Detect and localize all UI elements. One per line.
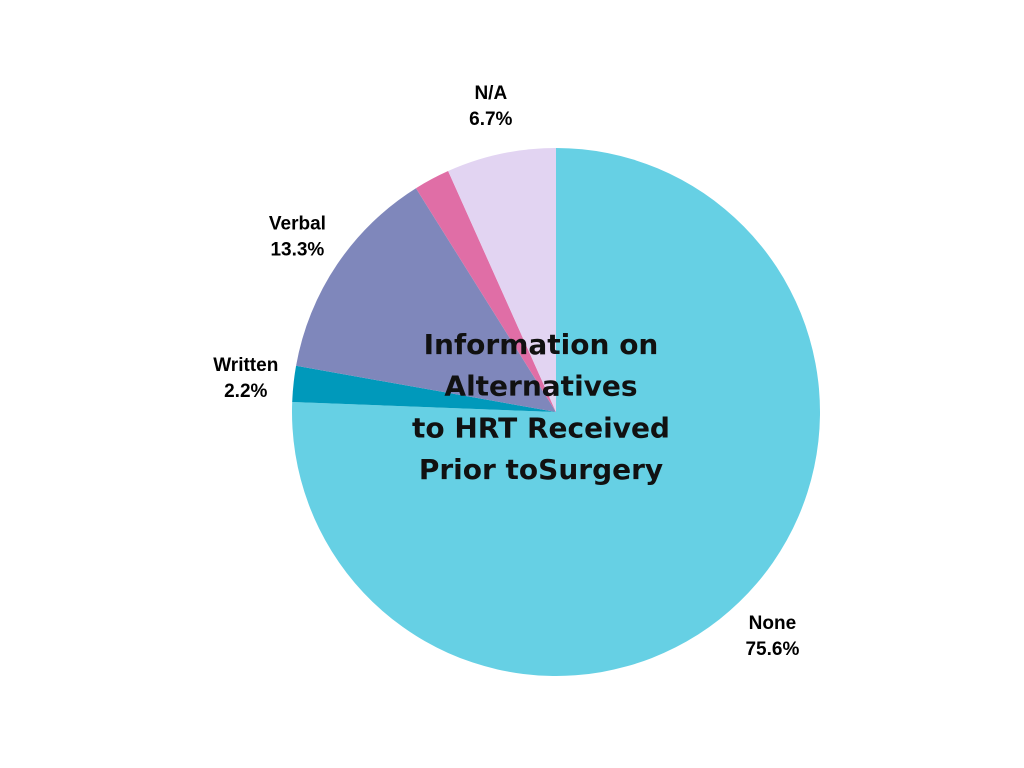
slice-label: Verbal	[269, 213, 326, 234]
pie-slice	[448, 148, 556, 412]
slice-value-label: 75.6%	[745, 639, 799, 660]
slice-label: N/A	[474, 83, 507, 104]
pie-slice	[292, 365, 556, 412]
chart-title: to HRT Received	[412, 411, 670, 444]
slice-value-label: 2.2%	[224, 381, 267, 402]
pie-slice	[296, 188, 556, 412]
slice-label: None	[749, 613, 797, 634]
slice-label: Written	[213, 355, 278, 376]
chart-title: Alternatives	[444, 370, 637, 403]
pie-slice	[415, 171, 556, 412]
slice-value-label: 6.7%	[469, 109, 512, 130]
chart-title: Information on	[424, 328, 659, 361]
slice-value-label: 13.3%	[270, 239, 324, 260]
pie	[292, 148, 821, 676]
chart-title: Prior toSurgery	[419, 453, 663, 486]
